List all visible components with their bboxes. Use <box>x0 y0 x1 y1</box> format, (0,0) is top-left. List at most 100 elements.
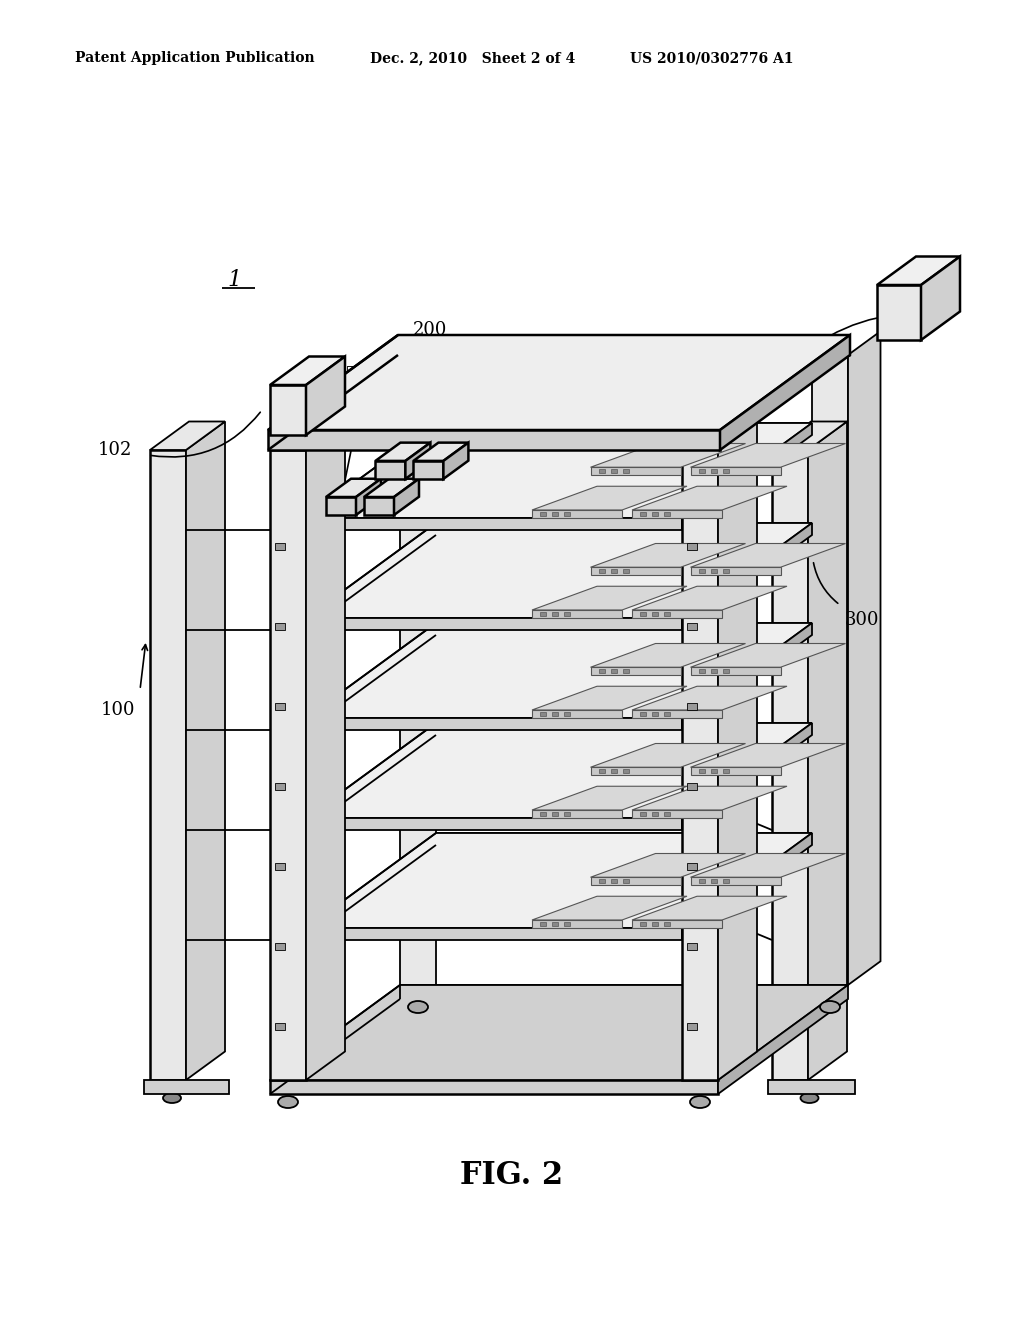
Bar <box>640 711 646 715</box>
Bar <box>777 543 787 550</box>
Bar <box>640 612 646 616</box>
Bar <box>687 623 697 630</box>
Polygon shape <box>376 461 406 479</box>
Bar <box>155 623 165 630</box>
Bar <box>155 863 165 870</box>
Text: 100: 100 <box>100 701 135 719</box>
Polygon shape <box>144 1080 229 1094</box>
Bar <box>711 669 717 673</box>
Bar <box>598 879 604 883</box>
Polygon shape <box>632 787 787 810</box>
Bar <box>687 783 697 789</box>
Bar <box>552 512 558 516</box>
Polygon shape <box>690 667 780 676</box>
Polygon shape <box>690 878 780 886</box>
Polygon shape <box>921 256 961 341</box>
Polygon shape <box>150 450 186 1080</box>
Polygon shape <box>306 517 682 531</box>
Polygon shape <box>632 710 722 718</box>
Polygon shape <box>443 442 468 479</box>
Bar <box>610 879 616 883</box>
Polygon shape <box>718 985 848 1094</box>
Polygon shape <box>808 421 847 1080</box>
Bar <box>711 469 717 474</box>
Bar <box>623 879 629 883</box>
Bar <box>540 512 546 516</box>
Polygon shape <box>306 818 682 830</box>
Bar <box>610 469 616 474</box>
Text: 102: 102 <box>790 351 824 370</box>
Bar <box>687 543 697 550</box>
Text: Patent Application Publication: Patent Application Publication <box>75 51 314 65</box>
Polygon shape <box>632 610 722 618</box>
Polygon shape <box>306 618 682 630</box>
Text: 200: 200 <box>413 321 447 339</box>
Bar <box>640 512 646 516</box>
Bar <box>598 569 604 573</box>
Polygon shape <box>632 510 722 517</box>
Bar <box>598 770 604 774</box>
Polygon shape <box>364 479 419 498</box>
Bar <box>711 569 717 573</box>
Polygon shape <box>270 385 306 436</box>
Bar <box>723 569 728 573</box>
Text: 102: 102 <box>98 441 132 459</box>
Polygon shape <box>306 421 345 1080</box>
Polygon shape <box>532 486 687 510</box>
Bar <box>610 669 616 673</box>
Bar <box>155 1023 165 1030</box>
Polygon shape <box>682 450 718 1080</box>
Bar <box>687 942 697 950</box>
Polygon shape <box>532 787 687 810</box>
Text: FIG. 2: FIG. 2 <box>461 1159 563 1191</box>
Bar <box>652 612 658 616</box>
Bar <box>275 942 285 950</box>
Bar <box>687 1023 697 1030</box>
Polygon shape <box>270 985 848 1080</box>
Polygon shape <box>414 442 468 461</box>
Polygon shape <box>812 355 848 985</box>
Polygon shape <box>394 479 419 515</box>
Bar <box>664 711 670 715</box>
Bar <box>687 863 697 870</box>
Polygon shape <box>376 442 430 461</box>
Polygon shape <box>682 723 812 830</box>
Polygon shape <box>591 444 745 467</box>
Polygon shape <box>356 479 381 515</box>
Polygon shape <box>690 544 846 568</box>
Polygon shape <box>306 928 682 940</box>
Text: 5: 5 <box>344 366 355 384</box>
Bar <box>777 863 787 870</box>
Bar <box>652 812 658 816</box>
Polygon shape <box>150 421 225 450</box>
Polygon shape <box>690 444 846 467</box>
Polygon shape <box>877 256 961 285</box>
Text: 300: 300 <box>845 611 880 630</box>
Bar <box>723 469 728 474</box>
Bar <box>623 770 629 774</box>
Bar <box>540 612 546 616</box>
Polygon shape <box>268 335 850 430</box>
Bar <box>777 942 787 950</box>
Bar <box>687 704 697 710</box>
Bar <box>540 921 546 927</box>
Bar <box>652 512 658 516</box>
Bar <box>610 569 616 573</box>
Bar <box>275 543 285 550</box>
Bar <box>275 623 285 630</box>
Polygon shape <box>772 450 808 1080</box>
Polygon shape <box>591 544 745 568</box>
Ellipse shape <box>408 1001 428 1012</box>
Polygon shape <box>690 467 780 475</box>
Ellipse shape <box>801 1093 818 1104</box>
Polygon shape <box>682 833 812 940</box>
Bar <box>777 1023 787 1030</box>
Polygon shape <box>682 422 812 531</box>
Polygon shape <box>532 710 622 718</box>
Bar <box>552 921 558 927</box>
Bar <box>698 770 705 774</box>
Polygon shape <box>532 510 622 517</box>
Polygon shape <box>532 896 687 920</box>
Text: US 2010/0302776 A1: US 2010/0302776 A1 <box>630 51 794 65</box>
Bar <box>155 543 165 550</box>
